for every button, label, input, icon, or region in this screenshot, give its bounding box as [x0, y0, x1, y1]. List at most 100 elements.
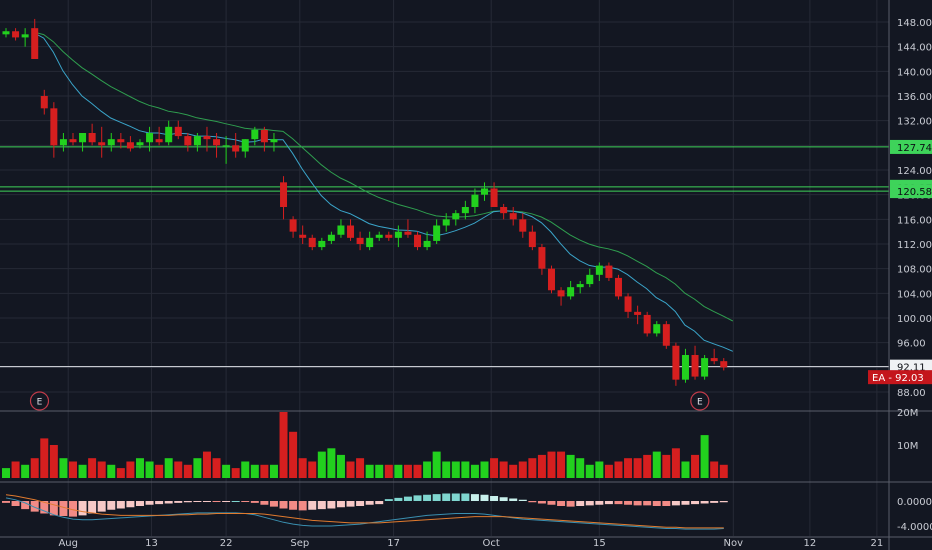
candle-body[interactable]: [528, 231, 536, 248]
candle-body[interactable]: [337, 225, 345, 235]
oscillator-histogram-bar: [461, 493, 470, 501]
candle-body[interactable]: [653, 324, 661, 334]
candle-body[interactable]: [203, 136, 211, 140]
oscillator-histogram-bar: [298, 501, 307, 511]
candle-body[interactable]: [643, 314, 651, 334]
volume-bar: [145, 461, 154, 478]
volume-bar: [547, 451, 556, 478]
volume-bar: [442, 461, 451, 478]
candle-body[interactable]: [193, 136, 201, 146]
candle-body[interactable]: [672, 345, 680, 380]
candlesticks[interactable]: [2, 18, 728, 386]
candle-body[interactable]: [318, 240, 326, 248]
candle-body[interactable]: [634, 311, 642, 315]
candle-body[interactable]: [509, 213, 517, 220]
candle-body[interactable]: [720, 361, 728, 368]
candle-body[interactable]: [126, 142, 134, 149]
candle-body[interactable]: [213, 139, 221, 146]
earnings-marker[interactable]: [690, 391, 710, 411]
candle-body[interactable]: [299, 234, 307, 238]
candle-body[interactable]: [280, 182, 288, 207]
candle-body[interactable]: [260, 129, 268, 143]
candle-body[interactable]: [461, 207, 469, 214]
oscillator-histogram-bar: [40, 501, 49, 514]
candle-body[interactable]: [423, 240, 431, 248]
candle-body[interactable]: [136, 142, 144, 146]
candle-body[interactable]: [605, 265, 613, 278]
candle-body[interactable]: [385, 234, 393, 238]
candle-body[interactable]: [21, 34, 29, 38]
time-axis[interactable]: Aug 13 22 Sep 17 Oct 15 Nov 12 21: [58, 538, 883, 549]
candle-body[interactable]: [547, 268, 555, 291]
candle-body[interactable]: [614, 277, 622, 297]
candle-body[interactable]: [98, 142, 106, 146]
candle-body[interactable]: [31, 28, 39, 59]
oscillator-histogram-bar: [585, 501, 594, 506]
candle-body[interactable]: [442, 219, 450, 226]
oscillator-histogram-bar: [413, 495, 422, 501]
candle-body[interactable]: [481, 188, 488, 195]
candle-body[interactable]: [519, 219, 527, 232]
candle-body[interactable]: [662, 324, 670, 346]
candle-body[interactable]: [69, 139, 77, 143]
oscillator-histogram-bar: [183, 501, 192, 503]
candle-body[interactable]: [146, 133, 154, 143]
candle-body[interactable]: [490, 188, 498, 208]
candle-body[interactable]: [567, 287, 575, 297]
candle-body[interactable]: [710, 358, 718, 362]
volume-bar: [595, 461, 604, 478]
candle-body[interactable]: [586, 274, 594, 285]
candle-body[interactable]: [327, 234, 335, 241]
oscillator-pane: [2, 493, 728, 530]
volume-bar: [604, 464, 613, 478]
candle-body[interactable]: [356, 237, 364, 244]
candle-body[interactable]: [232, 145, 240, 152]
candle-body[interactable]: [88, 133, 96, 143]
candle-body[interactable]: [241, 139, 249, 152]
candle-body[interactable]: [155, 139, 163, 143]
candle-body[interactable]: [375, 234, 383, 238]
candle-body[interactable]: [595, 265, 603, 275]
candle-body[interactable]: [414, 234, 422, 248]
candle-body[interactable]: [174, 126, 182, 137]
candle-body[interactable]: [107, 139, 115, 146]
candle-body[interactable]: [576, 284, 584, 288]
candle-body[interactable]: [433, 225, 441, 241]
candle-body[interactable]: [12, 31, 20, 38]
candle-body[interactable]: [347, 225, 355, 238]
earnings-marker[interactable]: [29, 391, 50, 411]
candle-body[interactable]: [471, 194, 479, 207]
candle-body[interactable]: [701, 358, 709, 377]
candle-body[interactable]: [404, 231, 412, 235]
candle-body[interactable]: [624, 296, 632, 312]
candle-body[interactable]: [270, 139, 278, 143]
candle-body[interactable]: [557, 290, 565, 297]
candle-body[interactable]: [50, 108, 58, 146]
volume-tick-label: 20M: [897, 408, 918, 419]
candle-body[interactable]: [366, 237, 374, 248]
candle-body[interactable]: [79, 133, 87, 143]
candle-body[interactable]: [40, 96, 48, 109]
candle-body[interactable]: [452, 213, 460, 220]
candle-body[interactable]: [117, 139, 125, 143]
price-axis[interactable]: 148.00144.00140.00136.00132.00128.00124.…: [868, 18, 932, 533]
oscillator-histogram-bar: [624, 501, 633, 505]
candle-body[interactable]: [59, 139, 67, 146]
candle-body[interactable]: [394, 231, 402, 238]
current-price-tag-label: 92.11: [897, 363, 926, 374]
candle-body[interactable]: [2, 31, 10, 35]
candle-body[interactable]: [184, 136, 192, 146]
candle-body[interactable]: [691, 355, 699, 377]
candle-body[interactable]: [681, 355, 689, 380]
candle-body[interactable]: [289, 219, 297, 232]
candle-body[interactable]: [251, 129, 259, 140]
candle-body[interactable]: [308, 237, 316, 248]
candle-body[interactable]: [538, 247, 546, 269]
candle-body[interactable]: [222, 145, 230, 147]
candle-body[interactable]: [500, 207, 508, 214]
candle-body[interactable]: [165, 126, 173, 143]
oscillator-histogram-bar: [432, 494, 441, 501]
